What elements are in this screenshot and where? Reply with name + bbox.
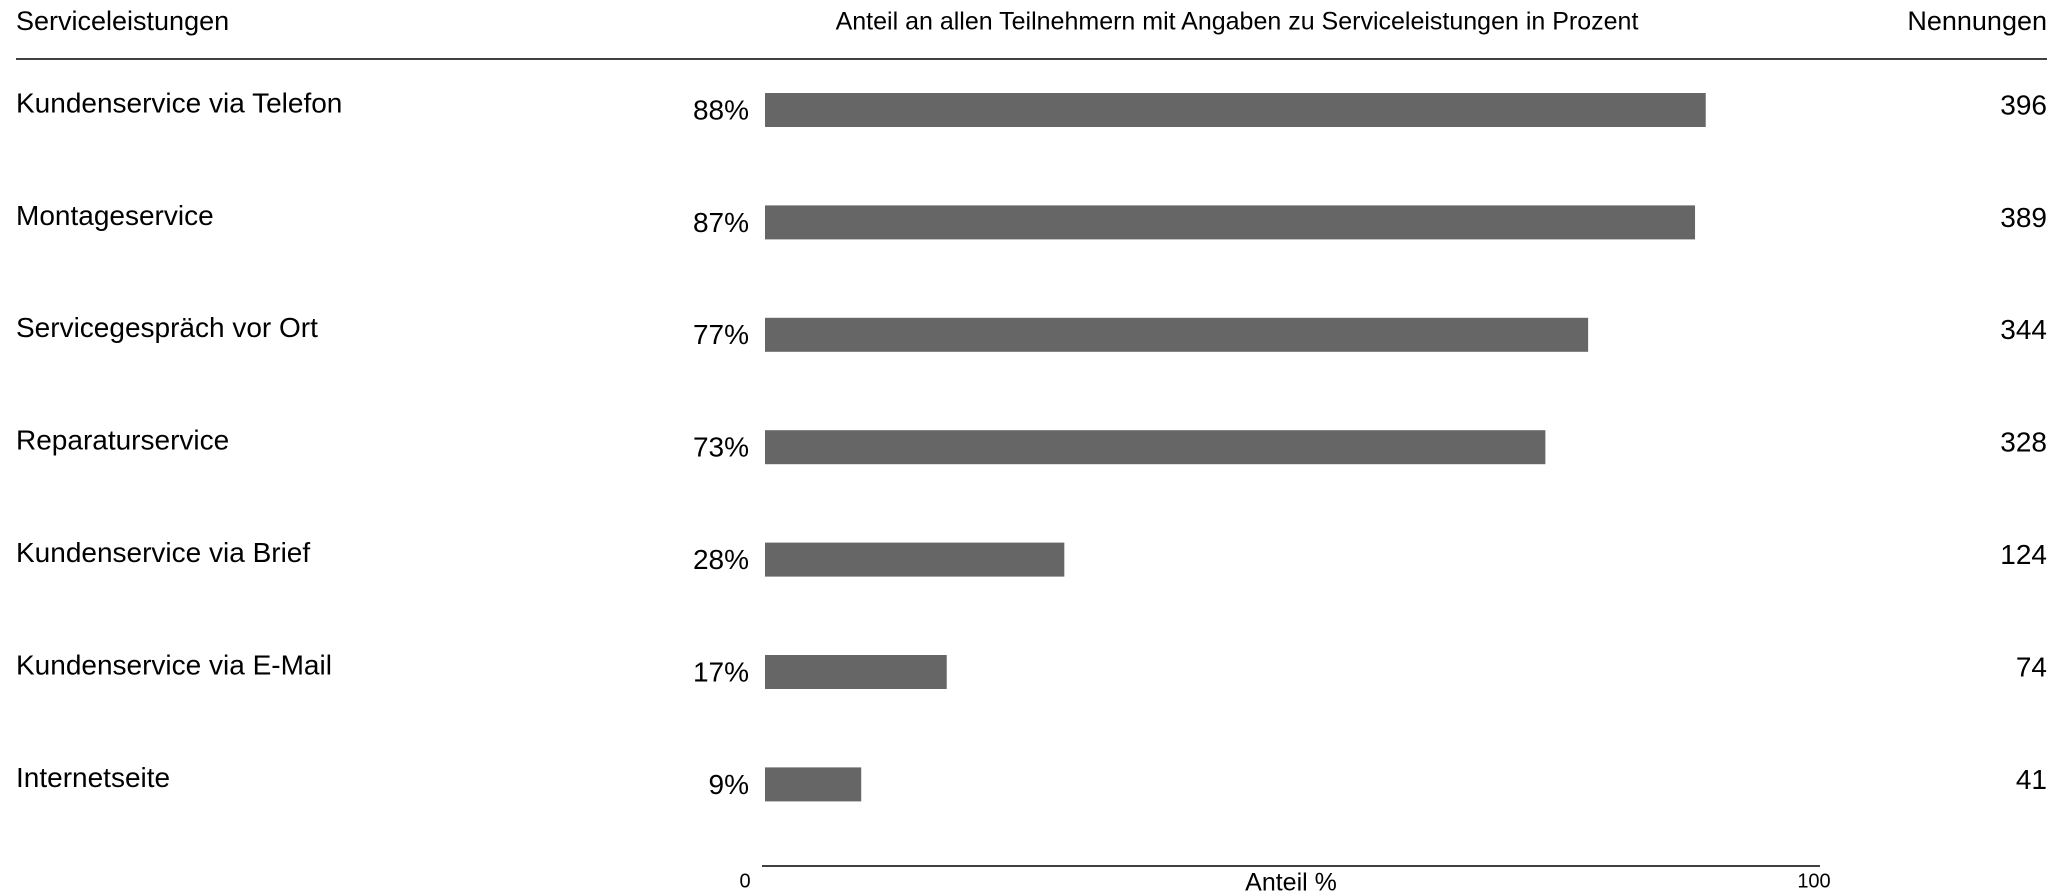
value-label: 88% [693, 94, 749, 125]
category-label: Servicegespräch vor Ort [16, 312, 318, 343]
x-tick-label: 100 [1797, 870, 1830, 892]
category-label: Internetseite [16, 762, 170, 793]
count-label: 74 [2016, 651, 2047, 682]
value-label: 28% [693, 544, 749, 575]
bar [765, 317, 1589, 352]
chart-title: Anteil an allen Teilnehmern mit Angaben … [836, 8, 1639, 36]
count-header: Nennungen [1907, 6, 2047, 36]
count-label: 124 [2000, 539, 2047, 570]
x-tick-label: 0 [739, 870, 750, 892]
count-label: 344 [2000, 314, 2047, 345]
bar [765, 767, 862, 802]
value-label: 17% [693, 656, 749, 687]
value-label: 87% [693, 207, 749, 238]
bar [765, 93, 1706, 127]
category-label: Kundenservice via E-Mail [16, 649, 332, 680]
count-label: 328 [2000, 427, 2047, 458]
category-header: Serviceleistungen [16, 6, 229, 36]
bar [765, 655, 947, 689]
count-label: 396 [2000, 89, 2047, 120]
value-label: 73% [693, 432, 749, 463]
category-label: Montageservice [16, 200, 214, 231]
value-label: 77% [693, 319, 749, 350]
count-label: 41 [2016, 764, 2047, 795]
bar [765, 430, 1546, 465]
value-label: 9% [709, 769, 749, 800]
category-label: Kundenservice via Brief [16, 537, 310, 568]
bar [765, 542, 1065, 577]
x-axis-label: Anteil % [1245, 869, 1337, 893]
category-label: Reparaturservice [16, 425, 229, 456]
category-label: Kundenservice via Telefon [16, 87, 342, 118]
count-label: 389 [2000, 202, 2047, 233]
bar [765, 205, 1696, 240]
